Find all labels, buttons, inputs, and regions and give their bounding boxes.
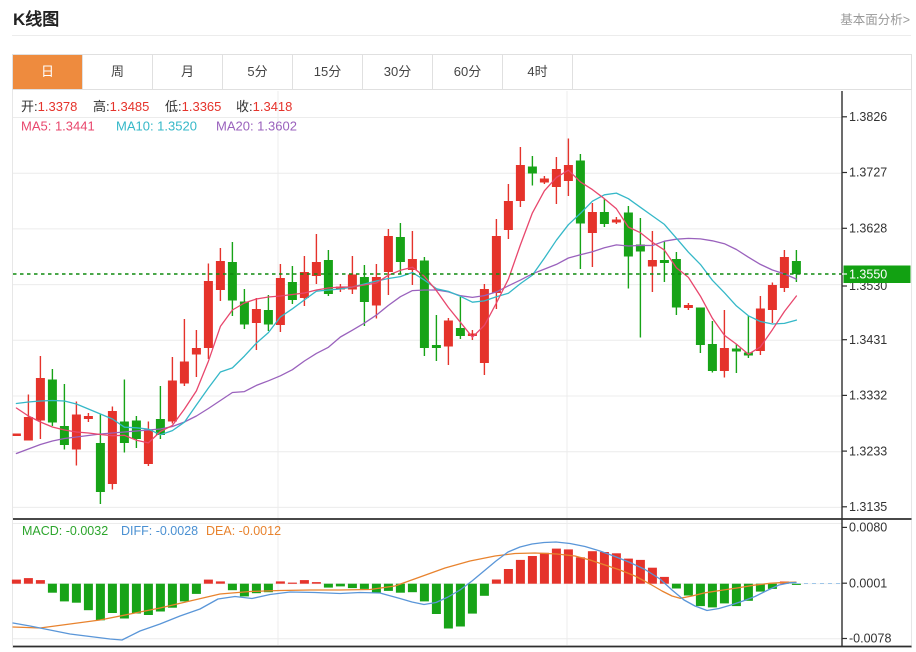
svg-text:1.3826: 1.3826: [849, 110, 887, 124]
svg-text:1.3550: 1.3550: [849, 268, 887, 282]
svg-text:0.0080: 0.0080: [849, 521, 887, 535]
svg-text:1.3135: 1.3135: [849, 500, 887, 514]
svg-text:-0.0078: -0.0078: [849, 632, 891, 646]
svg-text:1.3628: 1.3628: [849, 222, 887, 236]
svg-text:1.3332: 1.3332: [849, 389, 887, 403]
svg-text:1.3233: 1.3233: [849, 444, 887, 458]
svg-text:0.0001: 0.0001: [849, 576, 887, 590]
svg-text:1.3431: 1.3431: [849, 333, 887, 347]
svg-text:1.3727: 1.3727: [849, 166, 887, 180]
